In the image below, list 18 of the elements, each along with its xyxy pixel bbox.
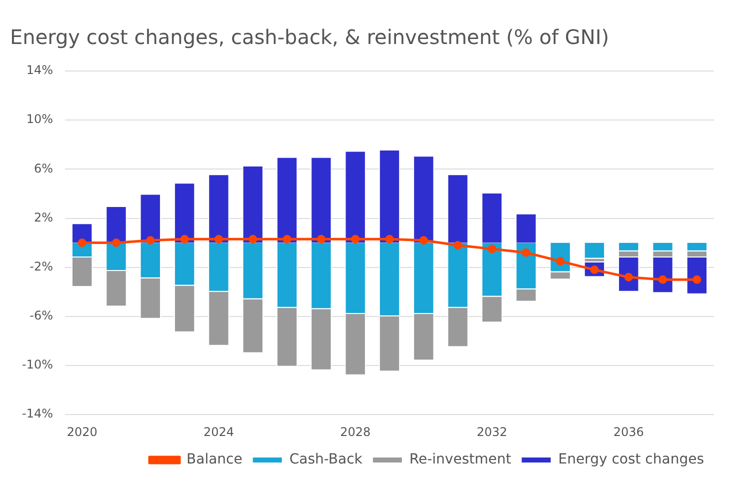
- legend-label: Re-investment: [409, 452, 512, 468]
- legend-label: Cash-Back: [289, 452, 364, 468]
- y-tick-label: -10%: [22, 358, 53, 372]
- x-tick-label: 2020: [66, 424, 98, 439]
- y-tick-label: 14%: [26, 63, 53, 78]
- y-tick-label: 2%: [34, 210, 53, 224]
- legend-label: Energy cost changes: [558, 452, 704, 468]
- x-tick-label: 2032: [476, 424, 508, 439]
- x-tick-label: 2024: [203, 424, 234, 439]
- y-tick-label: 6%: [34, 161, 53, 176]
- x-tick-label: 2028: [340, 424, 371, 439]
- chart-title: Energy cost changes, cash-back, & reinvestment (% of GNI): [10, 25, 610, 50]
- y-tick-label: 10%: [26, 112, 53, 126]
- y-tick-label: -6%: [30, 308, 53, 323]
- y-tick-label: -14%: [22, 406, 53, 421]
- x-tick-label: 2036: [613, 424, 644, 439]
- y-tick-label: -2%: [30, 259, 53, 274]
- legend-label: Balance: [186, 452, 242, 468]
